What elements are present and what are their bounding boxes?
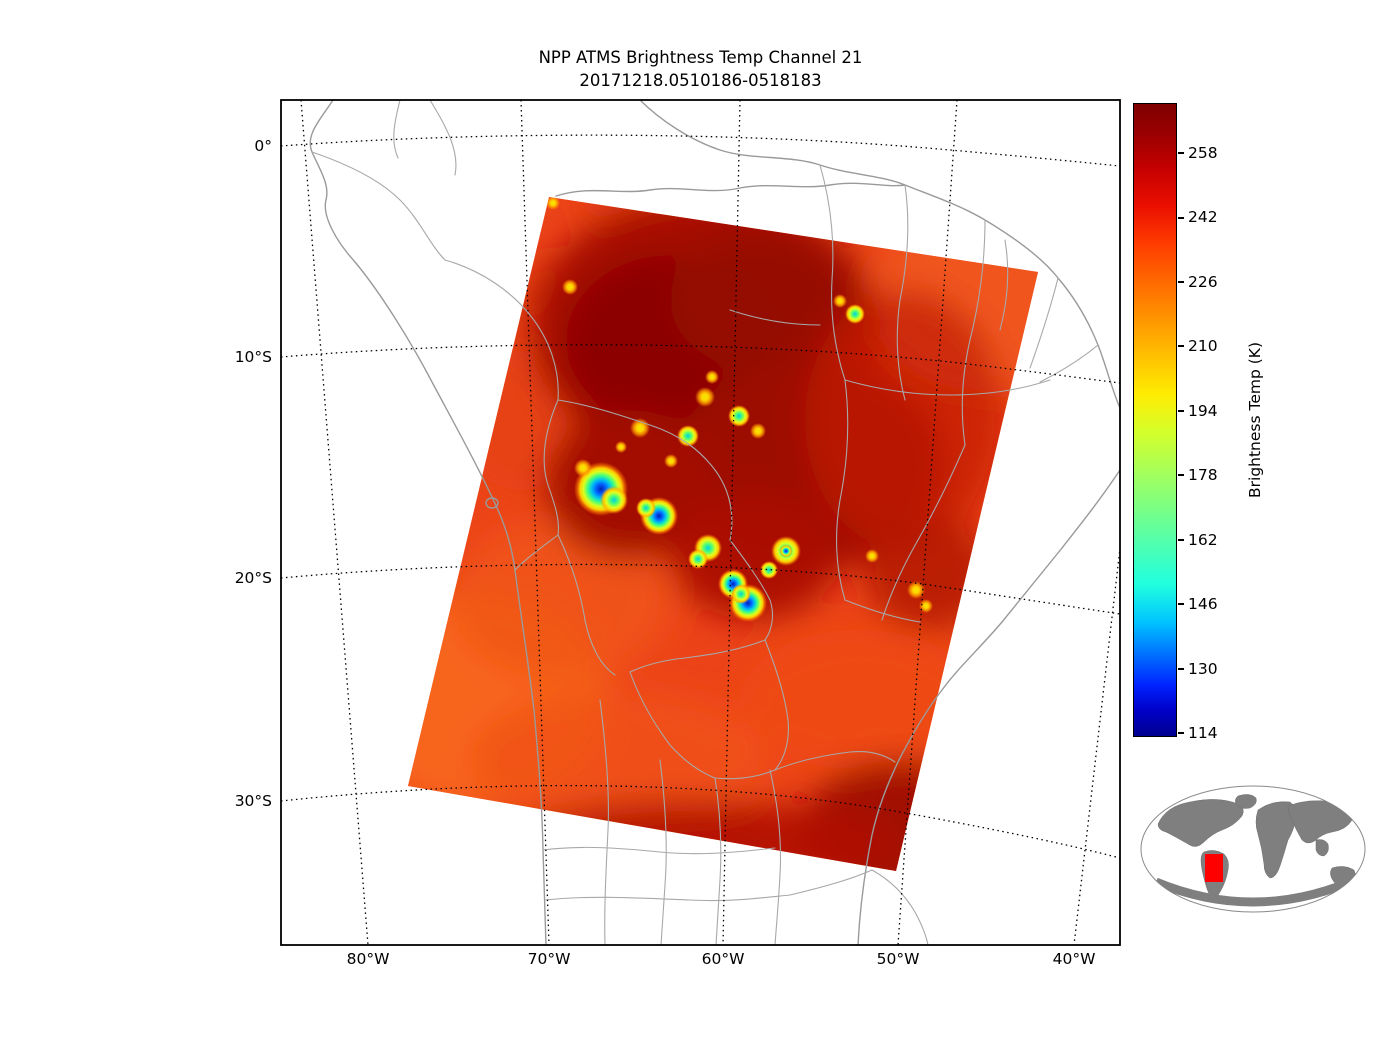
meridian-80w xyxy=(300,100,369,945)
plot-title: NPP ATMS Brightness Temp Channel 21 xyxy=(538,48,863,67)
colorbar-tick-178: 178 xyxy=(1188,466,1218,484)
colorbar-axis-label: Brightness Temp (K) xyxy=(1246,342,1264,498)
meridian-70w xyxy=(520,100,550,945)
parallel-20s xyxy=(281,563,1120,615)
lat-tick-30s: 30°S xyxy=(234,792,272,810)
lat-tick-20s: 20°S xyxy=(234,569,272,587)
colorbar-tickmark xyxy=(1178,217,1184,219)
coverage-box xyxy=(1205,854,1223,882)
colorbar-tick-130: 130 xyxy=(1188,660,1218,678)
coastline xyxy=(309,100,1120,945)
colorbar-tickmark xyxy=(1178,281,1184,283)
colorbar-tickmark xyxy=(1178,152,1184,154)
colorbar-tick-242: 242 xyxy=(1188,208,1218,226)
lon-tick-80w: 80°W xyxy=(346,950,390,968)
meridian-60w xyxy=(722,100,741,945)
colorbar-tick-162: 162 xyxy=(1188,531,1218,549)
colorbar xyxy=(1133,103,1177,737)
lon-tick-50w: 50°W xyxy=(876,950,920,968)
globe-inset xyxy=(1140,785,1366,913)
colorbar-tickmark xyxy=(1178,410,1184,412)
colorbar-tickmark xyxy=(1178,603,1184,605)
colorbar-tick-226: 226 xyxy=(1188,273,1218,291)
colorbar-tickmark xyxy=(1178,539,1184,541)
graticule xyxy=(281,100,1120,945)
lon-tick-40w: 40°W xyxy=(1052,950,1096,968)
cold-cloud-spots xyxy=(546,197,933,622)
colorbar-tickmark xyxy=(1178,345,1184,347)
colorbar-tick-258: 258 xyxy=(1188,144,1218,162)
greenland xyxy=(1235,794,1257,809)
lat-tick-10s: 10°S xyxy=(234,348,272,366)
lat-tick-0: 0° xyxy=(254,137,272,155)
north-america xyxy=(1157,799,1244,847)
meridian-50w xyxy=(897,100,958,945)
colorbar-tickmark xyxy=(1178,732,1184,734)
colorbar-tick-114: 114 xyxy=(1188,724,1218,742)
plot-frame xyxy=(280,99,1121,946)
lon-tick-70w: 70°W xyxy=(527,950,571,968)
country-borders xyxy=(311,100,1099,945)
swath-temperature-blobs xyxy=(408,197,1038,871)
parallel-30s xyxy=(281,784,1120,859)
colorbar-tickmark xyxy=(1178,474,1184,476)
title-block: NPP ATMS Brightness Temp Channel 21 2017… xyxy=(281,46,1120,92)
colorbar-tickmark xyxy=(1178,668,1184,670)
colorbar-tick-210: 210 xyxy=(1188,337,1218,355)
parallel-0deg xyxy=(281,134,1120,167)
brightness-temp-swath xyxy=(408,197,1038,871)
india-sea xyxy=(1315,839,1329,857)
colorbar-tick-146: 146 xyxy=(1188,595,1218,613)
antarctica-band xyxy=(1154,877,1352,907)
colorbar-tick-194: 194 xyxy=(1188,402,1218,420)
lon-tick-60w: 60°W xyxy=(701,950,745,968)
plot-subtitle: 20171218.0510186-0518183 xyxy=(579,71,822,90)
map-area xyxy=(281,100,1120,945)
